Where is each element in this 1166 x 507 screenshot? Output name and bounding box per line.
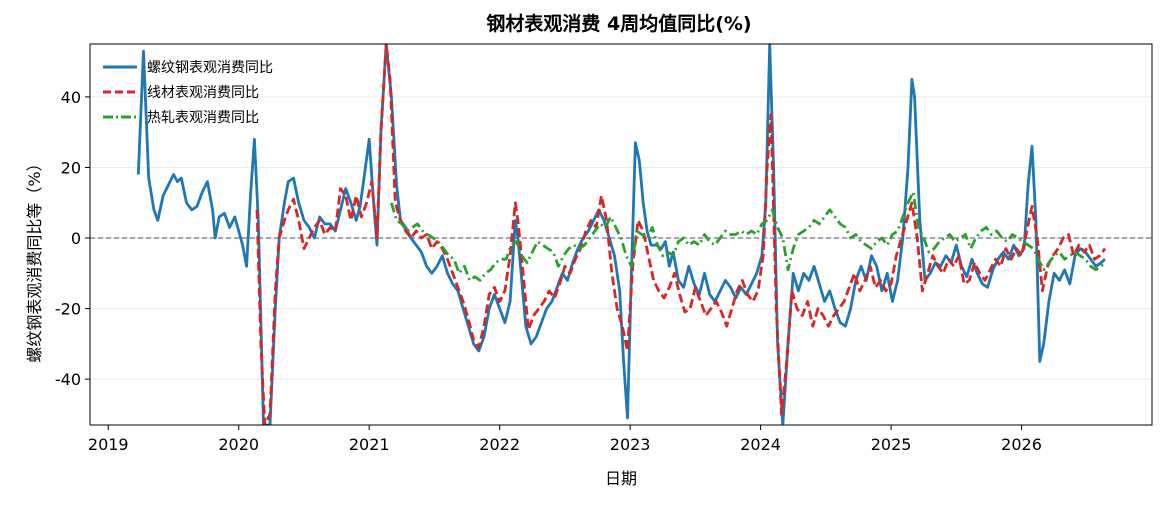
- y-axis-ticks: -40 -20 0 20 40: [55, 88, 90, 389]
- y-tick-label: -20: [55, 300, 81, 319]
- y-tick-label: 0: [71, 229, 81, 248]
- y-tick-label: -40: [55, 370, 81, 389]
- legend-label: 热轧表观消费同比: [147, 110, 259, 126]
- x-axis-ticks: 2019 2020 2021 2022 2023 2024 2025 2026: [88, 425, 1042, 454]
- x-tick-label: 2022: [479, 435, 520, 454]
- x-tick-label: 2025: [871, 435, 912, 454]
- plot-frame: [89, 43, 1153, 426]
- series-line: [136, 44, 1106, 425]
- series-line: [390, 190, 1106, 282]
- x-tick-label: 2023: [610, 435, 651, 454]
- legend-label: 线材表观消费同比: [147, 85, 259, 101]
- x-tick-label: 2020: [218, 435, 259, 454]
- x-tick-label: 2019: [88, 435, 129, 454]
- series-line: [255, 44, 1107, 425]
- y-tick-label: 40: [61, 88, 81, 107]
- legend-label: 螺纹钢表观消费同比: [147, 60, 273, 76]
- x-tick-label: 2024: [740, 435, 781, 454]
- y-tick-label: 20: [61, 158, 81, 177]
- series-layer: [136, 44, 1107, 425]
- chart-title: 钢材表观消费 4周均值同比(%): [486, 12, 751, 35]
- y-axis-label: 螺纹钢表观消费同比等（%）: [25, 155, 44, 362]
- x-tick-label: 2021: [349, 435, 390, 454]
- x-tick-label: 2026: [1001, 435, 1042, 454]
- x-axis-label: 日期: [605, 469, 637, 488]
